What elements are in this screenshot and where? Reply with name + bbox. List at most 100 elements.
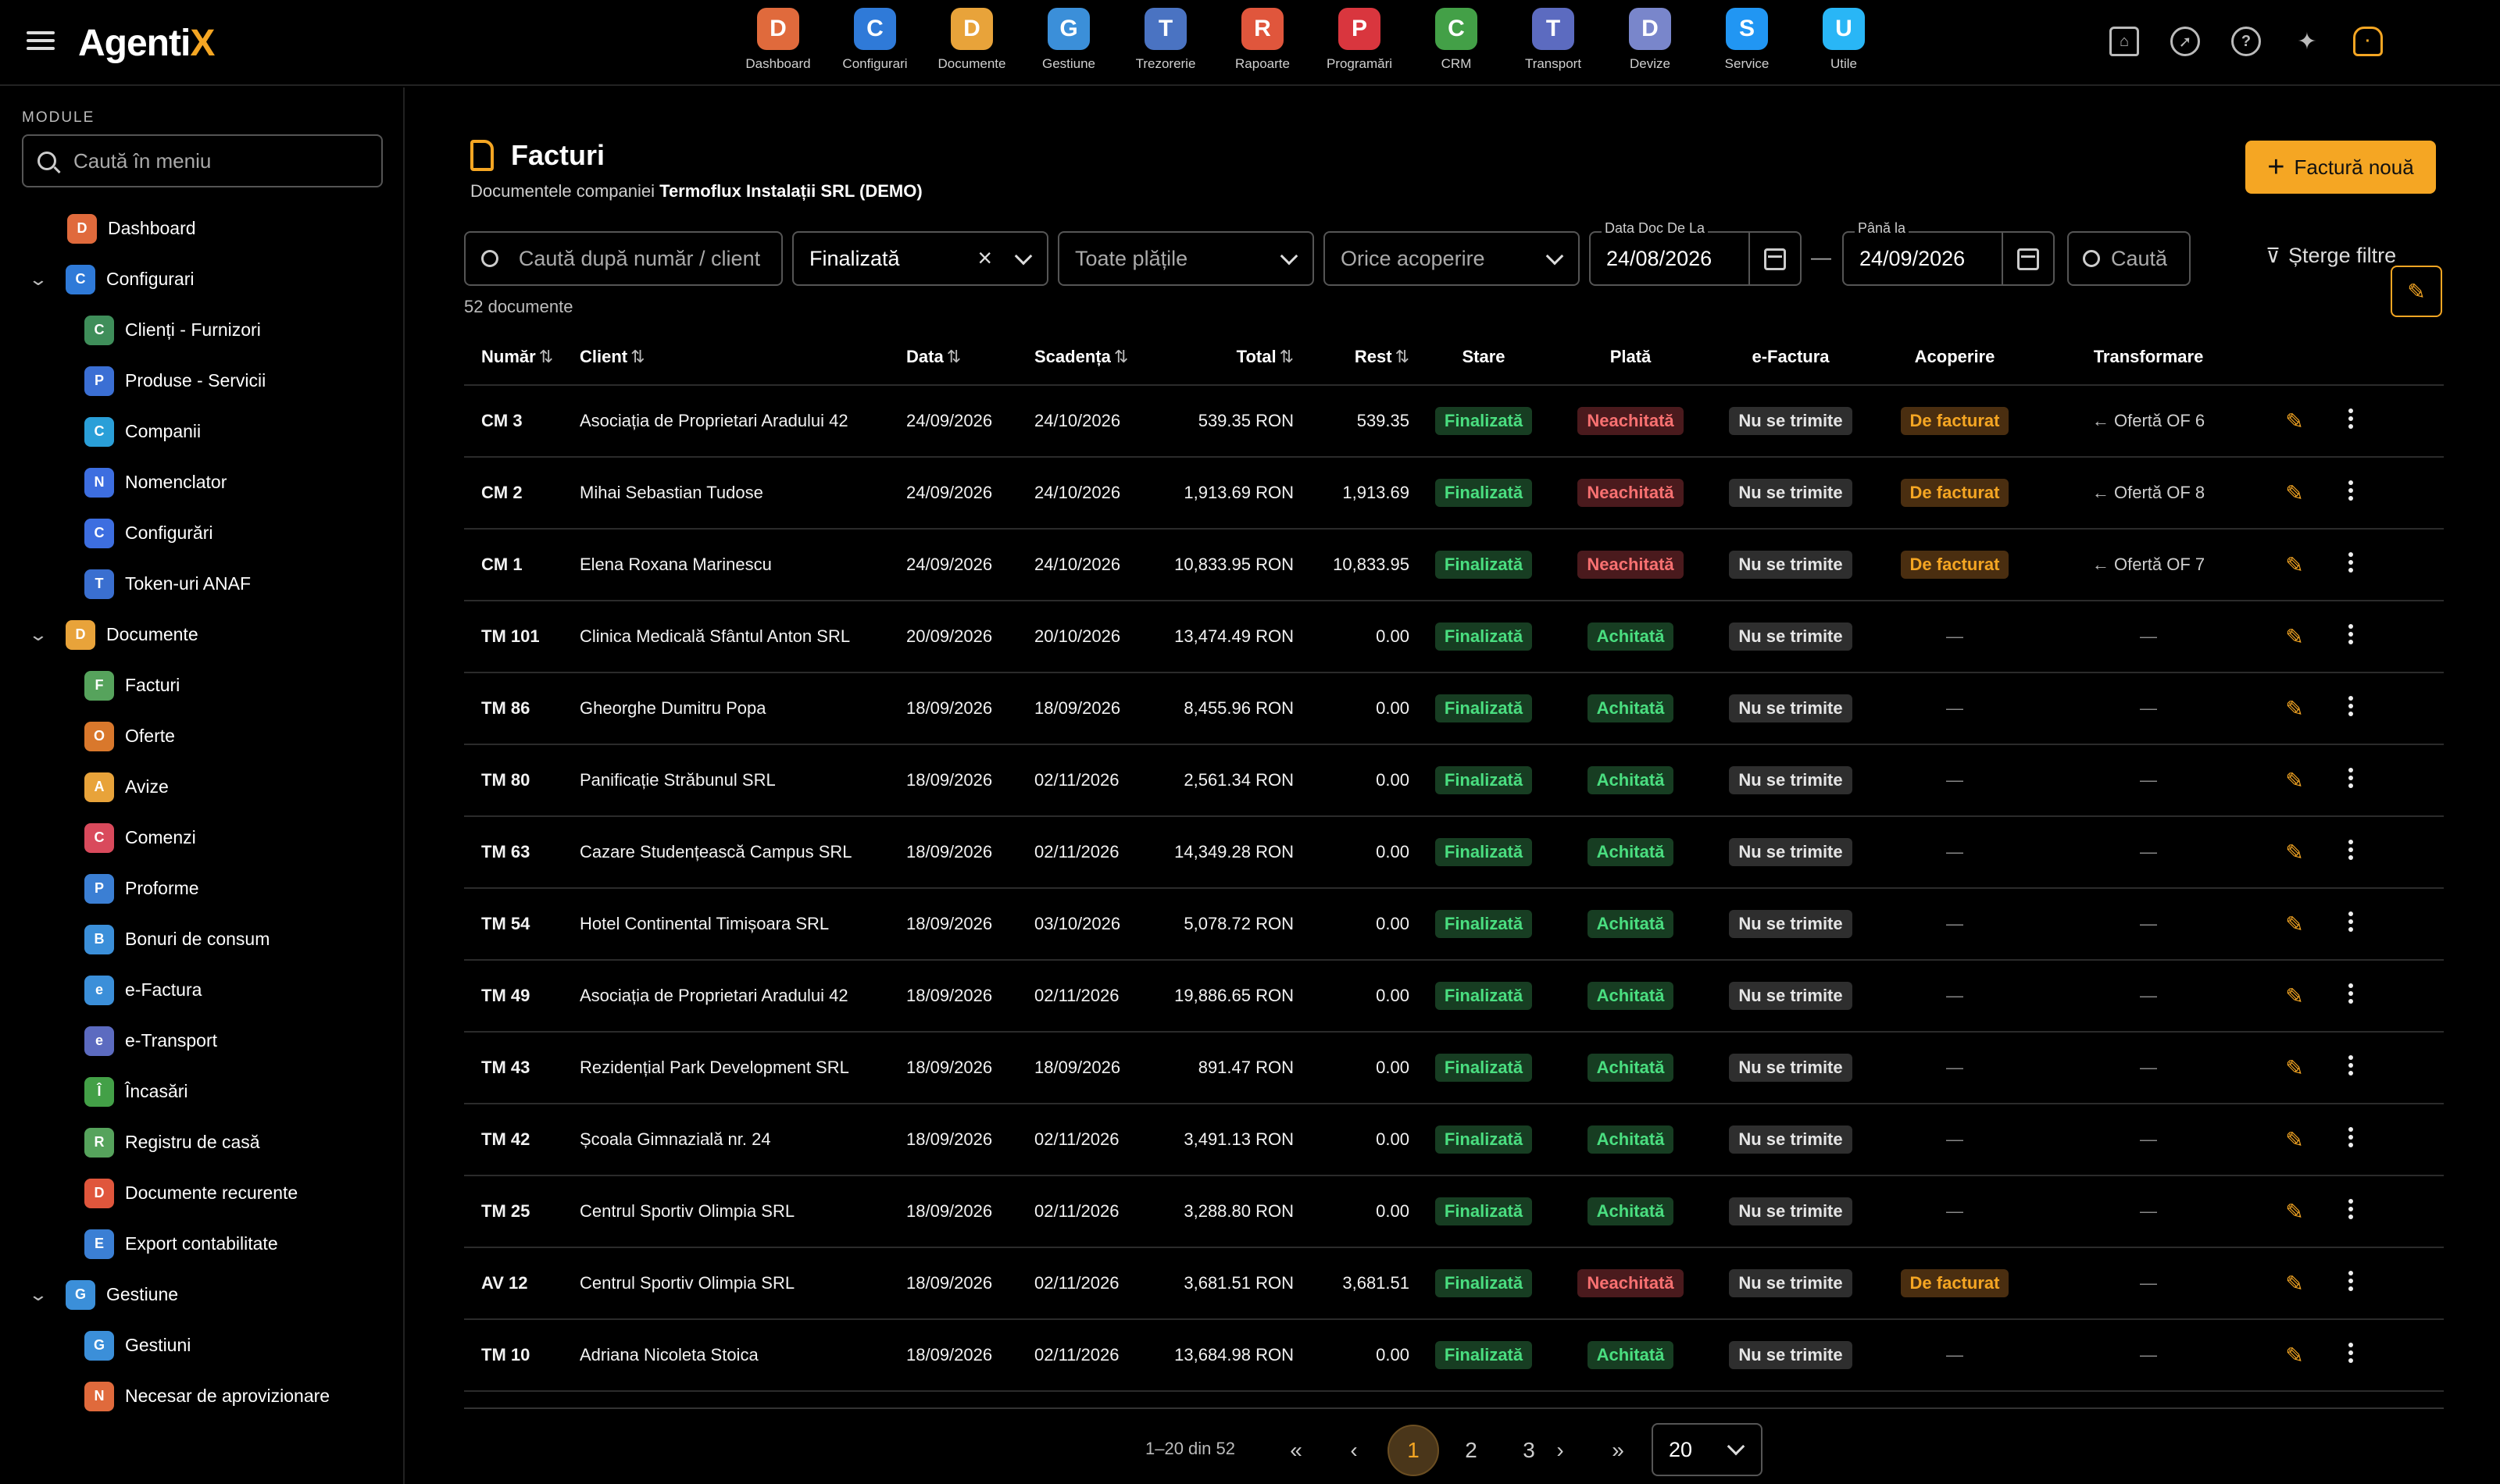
- sidebar-item-21[interactable]: ⌄ G Gestiune: [0, 1269, 405, 1320]
- table-row[interactable]: TM 54 Hotel Continental Timișoara SRL 18/0…: [464, 889, 2444, 961]
- more-options-icon[interactable]: [2348, 908, 2353, 935]
- sparkle-icon[interactable]: ✦: [2297, 28, 2317, 55]
- edit-pencil-icon[interactable]: ✎: [2285, 552, 2304, 577]
- sidebar-item-17[interactable]: Î Încasări: [0, 1066, 405, 1117]
- more-options-icon[interactable]: [2348, 405, 2353, 432]
- more-options-icon[interactable]: [2348, 1268, 2353, 1294]
- page-size-select[interactable]: 20: [1652, 1423, 1762, 1476]
- table-row[interactable]: CM 3 Asociația de Proprietari Aradului 42…: [464, 386, 2444, 458]
- help-icon[interactable]: ?: [2231, 27, 2261, 56]
- date-to-field[interactable]: Până la 24/09/2026: [1842, 220, 2055, 286]
- module-warehouse-box-button[interactable]: G Gestiune: [1020, 8, 1117, 78]
- sidebar-item-10[interactable]: O Oferte: [0, 711, 405, 762]
- edit-pencil-icon[interactable]: ✎: [2285, 840, 2304, 865]
- sidebar-item-5[interactable]: N Nomenclator: [0, 457, 405, 508]
- transform-link[interactable]: ← Ofertă OF 6: [2091, 411, 2205, 430]
- module-estimate-clipboard-button[interactable]: D Devize: [1602, 8, 1698, 78]
- page-2-button[interactable]: 2: [1465, 1438, 1477, 1462]
- sidebar-item-2[interactable]: C Clienți - Furnizori: [0, 305, 405, 355]
- edit-pencil-icon[interactable]: ✎: [2285, 1271, 2304, 1296]
- edit-pencil-icon[interactable]: ✎: [2285, 768, 2304, 793]
- module-report-pie-button[interactable]: R Rapoarte: [1214, 8, 1311, 78]
- edit-pencil-icon[interactable]: ✎: [2285, 1343, 2304, 1368]
- chevron-down-icon[interactable]: ⌄: [28, 269, 48, 289]
- col-data[interactable]: Data ⇅: [906, 347, 962, 366]
- sidebar-item-13[interactable]: P Proforme: [0, 863, 405, 914]
- module-crm-cycle-button[interactable]: C CRM: [1408, 8, 1505, 78]
- edit-pencil-icon[interactable]: ✎: [2285, 696, 2304, 721]
- module-bank-button[interactable]: T Trezorerie: [1117, 8, 1214, 78]
- module-service-tools-button[interactable]: S Service: [1698, 8, 1795, 78]
- more-options-icon[interactable]: [2348, 693, 2353, 719]
- clear-icon[interactable]: ×: [977, 244, 992, 272]
- sidebar-item-7[interactable]: T Token-uri ANAF: [0, 558, 405, 609]
- edit-pencil-icon[interactable]: ✎: [2285, 1127, 2304, 1152]
- table-row[interactable]: TM 10 Adriana Nicoleta Stoica 18/09/2026 02…: [464, 1320, 2444, 1392]
- compass-icon[interactable]: ➚: [2170, 27, 2200, 56]
- table-row[interactable]: AV 12 Centrul Sportiv Olimpia SRL 18/09/20…: [464, 1248, 2444, 1320]
- menu-search-input[interactable]: Caută în meniu: [22, 134, 383, 187]
- status-filter-select[interactable]: Finalizată ×: [792, 231, 1048, 286]
- more-options-icon[interactable]: [2348, 980, 2353, 1007]
- table-row[interactable]: TM 80 Panificație Străbunul SRL 18/09/2026…: [464, 745, 2444, 817]
- col-client[interactable]: Client ⇅: [580, 347, 645, 366]
- table-row[interactable]: TM 25 Centrul Sportiv Olimpia SRL 18/09/20…: [464, 1176, 2444, 1248]
- table-row[interactable]: TM 86 Gheorghe Dumitru Popa 18/09/2026 18/0…: [464, 673, 2444, 745]
- transform-link[interactable]: ← Ofertă OF 7: [2091, 555, 2205, 574]
- home-icon[interactable]: ⌂: [2109, 27, 2139, 56]
- chevron-down-icon[interactable]: ⌄: [28, 624, 48, 644]
- sidebar-item-11[interactable]: A Avize: [0, 762, 405, 812]
- sidebar-item-12[interactable]: C Comenzi: [0, 812, 405, 863]
- more-options-icon[interactable]: [2348, 837, 2353, 863]
- module-documents-button[interactable]: D Documente: [923, 8, 1020, 78]
- date-from-field[interactable]: Data Doc De La 24/08/2026: [1589, 220, 1802, 286]
- table-row[interactable]: TM 49 Asociația de Proprietari Aradului 4…: [464, 961, 2444, 1033]
- sidebar-item-0[interactable]: D Dashboard: [0, 203, 405, 254]
- coverage-filter-select[interactable]: Orice acoperire: [1323, 231, 1580, 286]
- table-row[interactable]: TM 43 Rezidențial Park Development SRL 18/…: [464, 1033, 2444, 1104]
- chevron-down-icon[interactable]: ⌄: [28, 1284, 48, 1304]
- edit-pencil-icon[interactable]: ✎: [2285, 1199, 2304, 1224]
- module-dashboard-chart-button[interactable]: D Dashboard: [730, 8, 827, 78]
- first-page-button[interactable]: «: [1290, 1438, 1302, 1462]
- sidebar-item-3[interactable]: P Produse - Servicii: [0, 355, 405, 406]
- col-total[interactable]: Total ⇅: [1236, 347, 1294, 366]
- bell-icon[interactable]: ·: [2353, 27, 2383, 56]
- more-options-icon[interactable]: [2348, 621, 2353, 647]
- page-3-button[interactable]: 3: [1523, 1438, 1535, 1462]
- sidebar-item-23[interactable]: N Necesar de aprovizionare: [0, 1371, 405, 1422]
- sidebar-item-14[interactable]: B Bonuri de consum: [0, 914, 405, 965]
- col-scadenta[interactable]: Scadența ⇅: [1034, 347, 1129, 366]
- module-clock-button[interactable]: P Programări: [1311, 8, 1408, 78]
- new-invoice-button[interactable]: + Factură nouă: [2245, 141, 2436, 194]
- app-logo[interactable]: AgentiX: [78, 23, 215, 64]
- edit-pencil-icon[interactable]: ✎: [2285, 408, 2304, 433]
- more-options-icon[interactable]: [2348, 765, 2353, 791]
- col-rest[interactable]: Rest ⇅: [1354, 347, 1409, 366]
- sidebar-item-20[interactable]: E Export contabilitate: [0, 1218, 405, 1269]
- hamburger-menu-icon[interactable]: [27, 27, 55, 58]
- sidebar-item-1[interactable]: ⌄ C Configurari: [0, 254, 405, 305]
- table-row[interactable]: TM 63 Cazare Studențească Campus SRL 18/09…: [464, 817, 2444, 889]
- sidebar-item-18[interactable]: R Registru de casă: [0, 1117, 405, 1168]
- sidebar-item-8[interactable]: ⌄ D Documente: [0, 609, 405, 660]
- table-row[interactable]: TM 101 Clinica Medicală Sfântul Anton SRL…: [464, 601, 2444, 673]
- more-options-icon[interactable]: [2348, 1052, 2353, 1079]
- page-1-button[interactable]: 1: [1388, 1425, 1439, 1476]
- sidebar-item-15[interactable]: e e-Factura: [0, 965, 405, 1015]
- module-truck-button[interactable]: T Transport: [1505, 8, 1602, 78]
- calendar-icon[interactable]: [1764, 248, 1786, 270]
- more-options-icon[interactable]: [2348, 1340, 2353, 1366]
- prev-page-button[interactable]: ‹: [1350, 1438, 1358, 1462]
- col-numar[interactable]: Număr ⇅: [481, 347, 554, 366]
- edit-pencil-icon[interactable]: ✎: [2285, 624, 2304, 649]
- edit-pencil-icon[interactable]: ✎: [2285, 983, 2304, 1008]
- more-options-icon[interactable]: [2348, 477, 2353, 504]
- horizontal-scrollbar[interactable]: [464, 1407, 2444, 1414]
- clear-filters-button[interactable]: ⊽ Șterge filtre: [2266, 244, 2397, 267]
- search-button[interactable]: Caută: [2067, 231, 2191, 286]
- table-row[interactable]: CM 2 Mihai Sebastian Tudose 24/09/2026 24/1…: [464, 458, 2444, 530]
- module-gear-button[interactable]: C Configurari: [827, 8, 923, 78]
- transform-link[interactable]: ← Ofertă OF 8: [2091, 483, 2205, 502]
- sidebar-item-9[interactable]: F Facturi: [0, 660, 405, 711]
